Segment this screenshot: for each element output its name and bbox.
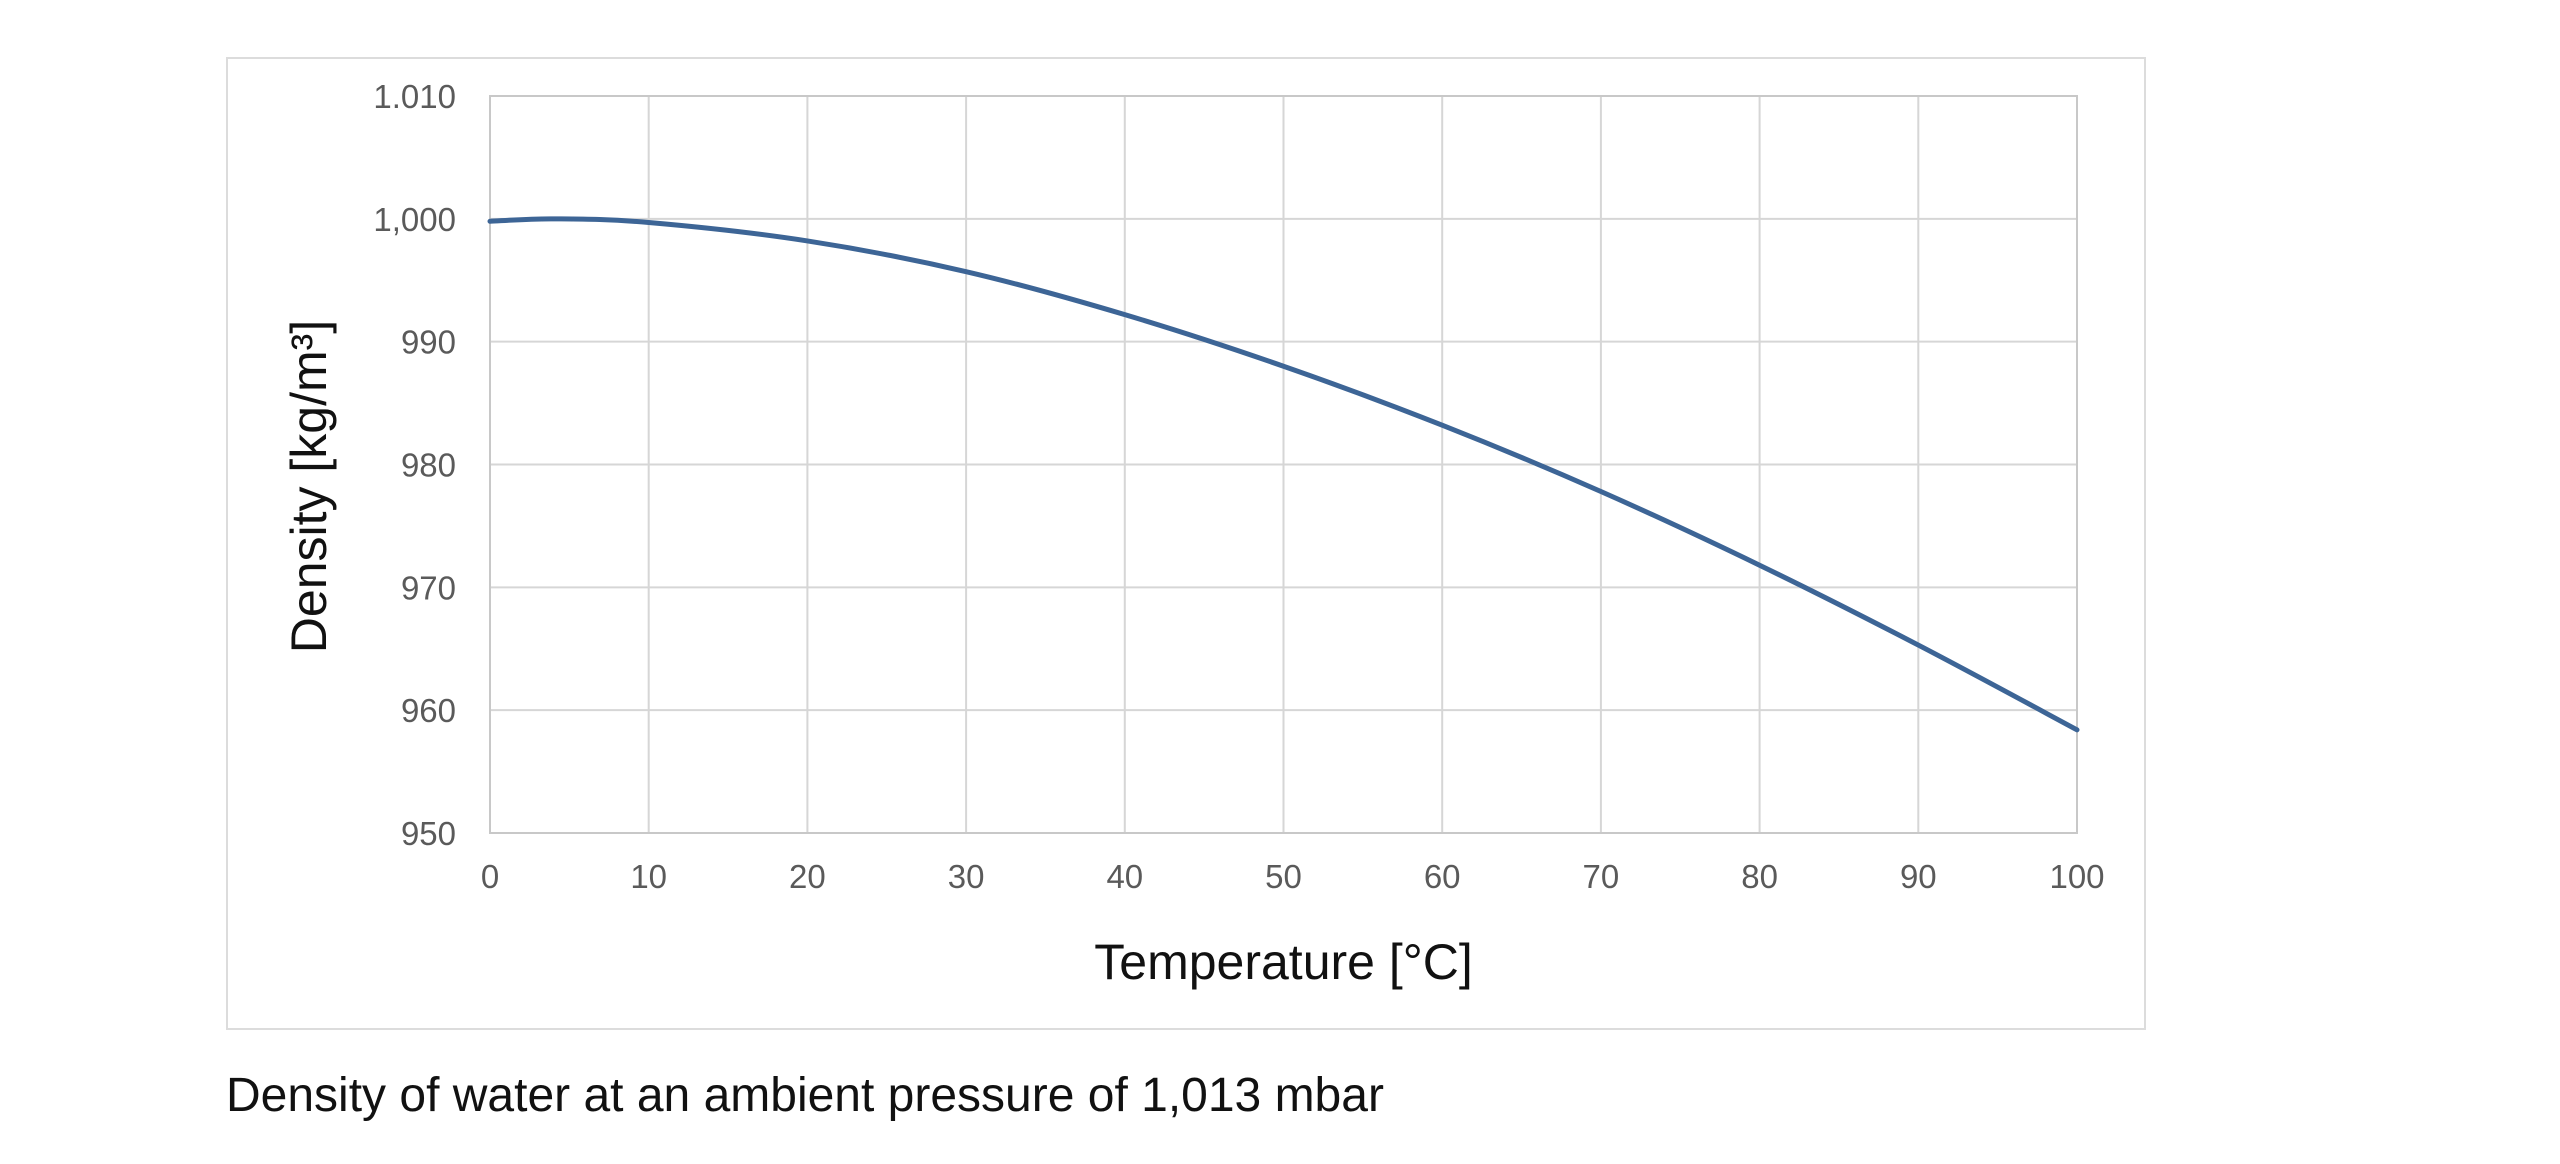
x-tick-label: 0 [481, 858, 499, 895]
data-point [805, 239, 809, 243]
x-tick-label: 30 [948, 858, 985, 895]
figure-caption: Density of water at an ambient pressure … [226, 1069, 1384, 1122]
y-tick-label: 1,000 [373, 201, 456, 238]
data-point [964, 270, 968, 274]
x-axis-ticks: 0 10 20 30 40 50 60 70 80 90 100 [481, 858, 2105, 895]
data-point [488, 219, 492, 223]
x-tick-label: 90 [1900, 858, 1937, 895]
x-tick-label: 70 [1583, 858, 1620, 895]
y-tick-label: 980 [401, 447, 456, 484]
x-axis-title: Temperature [°C] [1094, 934, 1472, 990]
series-layer [487, 216, 2080, 733]
x-tick-label: 40 [1106, 858, 1143, 895]
data-point [2075, 728, 2079, 732]
y-tick-label: 1.010 [373, 78, 456, 115]
data-point [1758, 563, 1762, 567]
y-tick-label: 960 [401, 692, 456, 729]
data-point [1916, 643, 1920, 647]
data-point [551, 217, 555, 221]
x-tick-label: 80 [1741, 858, 1778, 895]
x-tick-label: 20 [789, 858, 826, 895]
data-point [1123, 313, 1127, 317]
y-axis-ticks: 950 960 970 980 990 1,000 1.010 [373, 78, 456, 852]
data-point [1440, 423, 1444, 427]
data-point [1282, 364, 1285, 368]
x-tick-label: 50 [1265, 858, 1302, 895]
data-point [1599, 490, 1603, 494]
y-axis-title: Density [kg/m³] [281, 320, 337, 653]
y-tick-label: 950 [401, 815, 456, 852]
grid [489, 95, 2078, 834]
plot-area-frame [489, 95, 2078, 834]
x-tick-label: 100 [2049, 858, 2104, 895]
y-tick-label: 970 [401, 569, 456, 606]
x-tick-label: 10 [630, 858, 667, 895]
x-tick-label: 60 [1424, 858, 1461, 895]
data-point [647, 221, 651, 225]
y-tick-label: 990 [401, 324, 456, 361]
